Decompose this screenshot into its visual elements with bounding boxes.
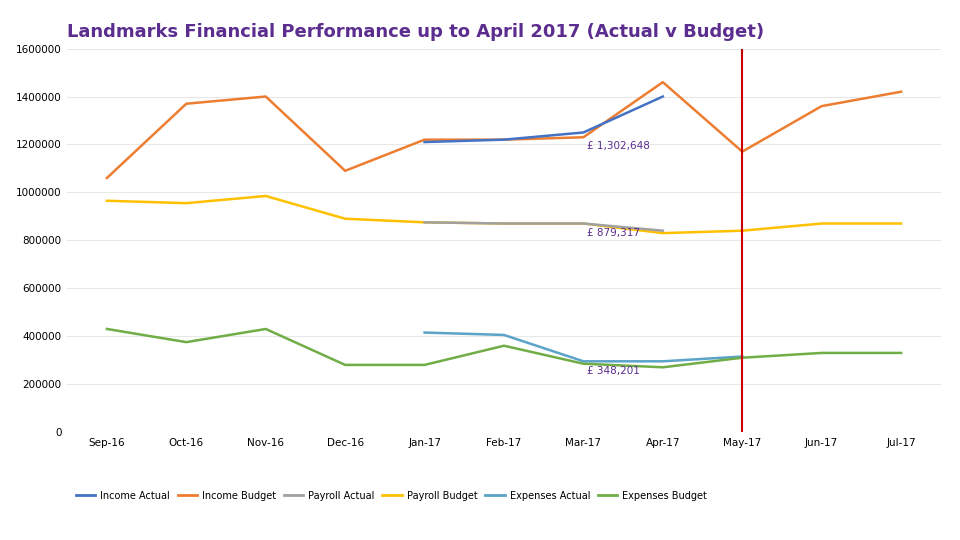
Text: £ 1,302,648: £ 1,302,648: [588, 141, 650, 151]
Text: £ 879,317: £ 879,317: [588, 227, 640, 238]
Text: Landmarks Financial Performance up to April 2017 (Actual v Budget): Landmarks Financial Performance up to Ap…: [67, 23, 764, 42]
Text: £ 348,201: £ 348,201: [588, 366, 640, 376]
Legend: Income Actual, Income Budget, Payroll Actual, Payroll Budget, Expenses Actual, E: Income Actual, Income Budget, Payroll Ac…: [72, 487, 711, 504]
